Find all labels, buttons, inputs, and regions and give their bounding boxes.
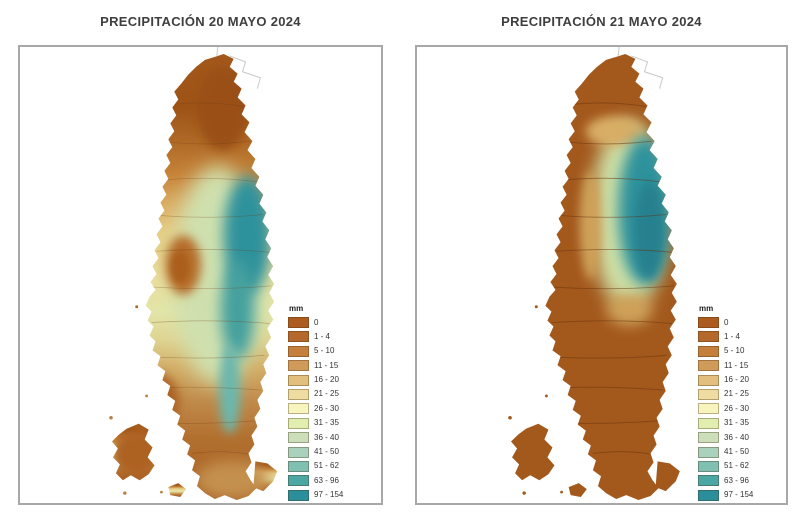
legend-row: 0	[698, 317, 753, 328]
legend-row: 26 - 30	[288, 403, 343, 415]
legend-range-label: 5 - 10	[314, 346, 335, 356]
chile-precipitation-map-may-20	[109, 47, 278, 501]
legend-units-label: mm	[289, 304, 304, 313]
legend-color-swatch	[288, 432, 309, 444]
legend-row: 16 - 20	[288, 374, 343, 386]
legend-color-swatch	[698, 374, 719, 386]
legend-range-label: 31 - 35	[724, 418, 749, 428]
legend-range-label: 1 - 4	[314, 331, 331, 341]
legend-color-swatch	[288, 489, 309, 501]
legend-color-swatch	[288, 331, 309, 343]
legend-row: 11 - 15	[698, 360, 753, 372]
legend-color-swatch	[698, 460, 719, 472]
legend-range-label: 41 - 50	[314, 447, 339, 457]
context-border-line	[631, 55, 664, 89]
legend-color-swatch	[698, 489, 719, 501]
region-boundaries	[128, 102, 272, 455]
legend-row: 36 - 40	[288, 432, 343, 444]
legend-range-label: 26 - 30	[724, 403, 749, 413]
legend-rows: 0 1 - 4 5 - 10 11 - 15 16 - 20 21 - 25 26 - 30…	[288, 317, 343, 501]
legend-color-swatch	[288, 446, 309, 458]
legend-range-label: 63 - 96	[724, 475, 749, 485]
legend-row: 63 - 96	[698, 475, 753, 487]
legend-row: 31 - 35	[698, 417, 753, 429]
legend-color-swatch	[698, 388, 719, 400]
legend-row: 0	[288, 317, 343, 328]
legend-range-label: 51 - 62	[314, 461, 339, 471]
legend-color-swatch	[698, 432, 719, 444]
legend-row: 36 - 40	[698, 432, 753, 444]
legend-color-swatch	[288, 374, 309, 386]
legend-color-swatch	[698, 360, 719, 372]
legend-color-swatch	[698, 446, 719, 458]
legend-color-swatch	[698, 417, 719, 429]
legend-range-label: 16 - 20	[724, 375, 749, 385]
legend-color-swatch	[698, 331, 719, 343]
legend-color-swatch	[698, 345, 719, 357]
legend-row: 26 - 30	[698, 403, 753, 415]
legend-color-swatch	[698, 475, 719, 487]
legend-range-label: 11 - 15	[724, 360, 749, 370]
legend-color-swatch	[698, 317, 719, 328]
context-border-line	[617, 47, 620, 56]
legend-color-swatch	[288, 345, 309, 357]
precipitation-legend: mm 0 1 - 4 5 - 10 11 - 15 16 - 20 21 - 25 26 -…	[288, 305, 343, 504]
legend-range-label: 21 - 25	[314, 389, 339, 399]
context-border-line	[216, 47, 219, 56]
legend-range-label: 0	[314, 317, 319, 327]
legend-color-swatch	[288, 460, 309, 472]
legend-range-label: 31 - 35	[314, 418, 339, 428]
legend-row: 41 - 50	[698, 446, 753, 458]
legend-rows: 0 1 - 4 5 - 10 11 - 15 16 - 20 21 - 25 26 - 30…	[698, 317, 753, 501]
legend-row: 51 - 62	[288, 460, 343, 472]
legend-row: 63 - 96	[288, 475, 343, 487]
legend-row: 21 - 25	[698, 388, 753, 400]
legend-range-label: 51 - 62	[724, 461, 749, 471]
legend-range-label: 63 - 96	[314, 475, 339, 485]
legend-range-label: 97 - 154	[314, 490, 344, 500]
legend-row: 1 - 4	[698, 331, 753, 343]
legend-row: 97 - 154	[288, 489, 344, 501]
legend-color-swatch	[288, 360, 309, 372]
legend-range-label: 36 - 40	[724, 432, 749, 442]
legend-color-swatch	[288, 403, 309, 415]
legend-color-swatch	[698, 403, 719, 415]
chile-precipitation-map-may-21	[508, 47, 680, 501]
map-title-may-20: PRECIPITACIÓN 20 MAYO 2024	[100, 14, 301, 29]
legend-range-label: 97 - 154	[724, 490, 754, 500]
legend-row: 31 - 35	[288, 417, 343, 429]
legend-row: 5 - 10	[698, 345, 753, 357]
map-panel-may-21: mm 0 1 - 4 5 - 10 11 - 15 16 - 20 21 - 25 26 -…	[415, 45, 788, 505]
legend-range-label: 16 - 20	[314, 375, 339, 385]
legend-range-label: 21 - 25	[724, 389, 749, 399]
region-boundaries	[528, 102, 674, 455]
legend-row: 97 - 154	[698, 489, 754, 501]
legend-range-label: 41 - 50	[724, 447, 749, 457]
legend-color-swatch	[288, 317, 309, 328]
legend-range-label: 11 - 15	[314, 360, 339, 370]
map-title-may-21: PRECIPITACIÓN 21 MAYO 2024	[501, 14, 702, 29]
legend-row: 5 - 10	[288, 345, 343, 357]
legend-row: 21 - 25	[288, 388, 343, 400]
legend-row: 16 - 20	[698, 374, 753, 386]
legend-row: 51 - 62	[698, 460, 753, 472]
legend-units-label: mm	[699, 304, 714, 313]
legend-color-swatch	[288, 417, 309, 429]
context-border-line	[229, 55, 261, 89]
legend-row: 11 - 15	[288, 360, 343, 372]
precipitation-legend: mm 0 1 - 4 5 - 10 11 - 15 16 - 20 21 - 25 26 -…	[698, 305, 753, 504]
legend-row: 41 - 50	[288, 446, 343, 458]
legend-range-label: 26 - 30	[314, 403, 339, 413]
legend-color-swatch	[288, 475, 309, 487]
legend-range-label: 0	[724, 317, 729, 327]
map-panel-may-20: mm 0 1 - 4 5 - 10 11 - 15 16 - 20 21 - 25 26 -…	[18, 45, 383, 505]
legend-row: 1 - 4	[288, 331, 343, 343]
legend-range-label: 36 - 40	[314, 432, 339, 442]
legend-color-swatch	[288, 388, 309, 400]
precipitation-shading	[528, 102, 674, 455]
legend-range-label: 1 - 4	[724, 331, 741, 341]
legend-range-label: 5 - 10	[724, 346, 745, 356]
